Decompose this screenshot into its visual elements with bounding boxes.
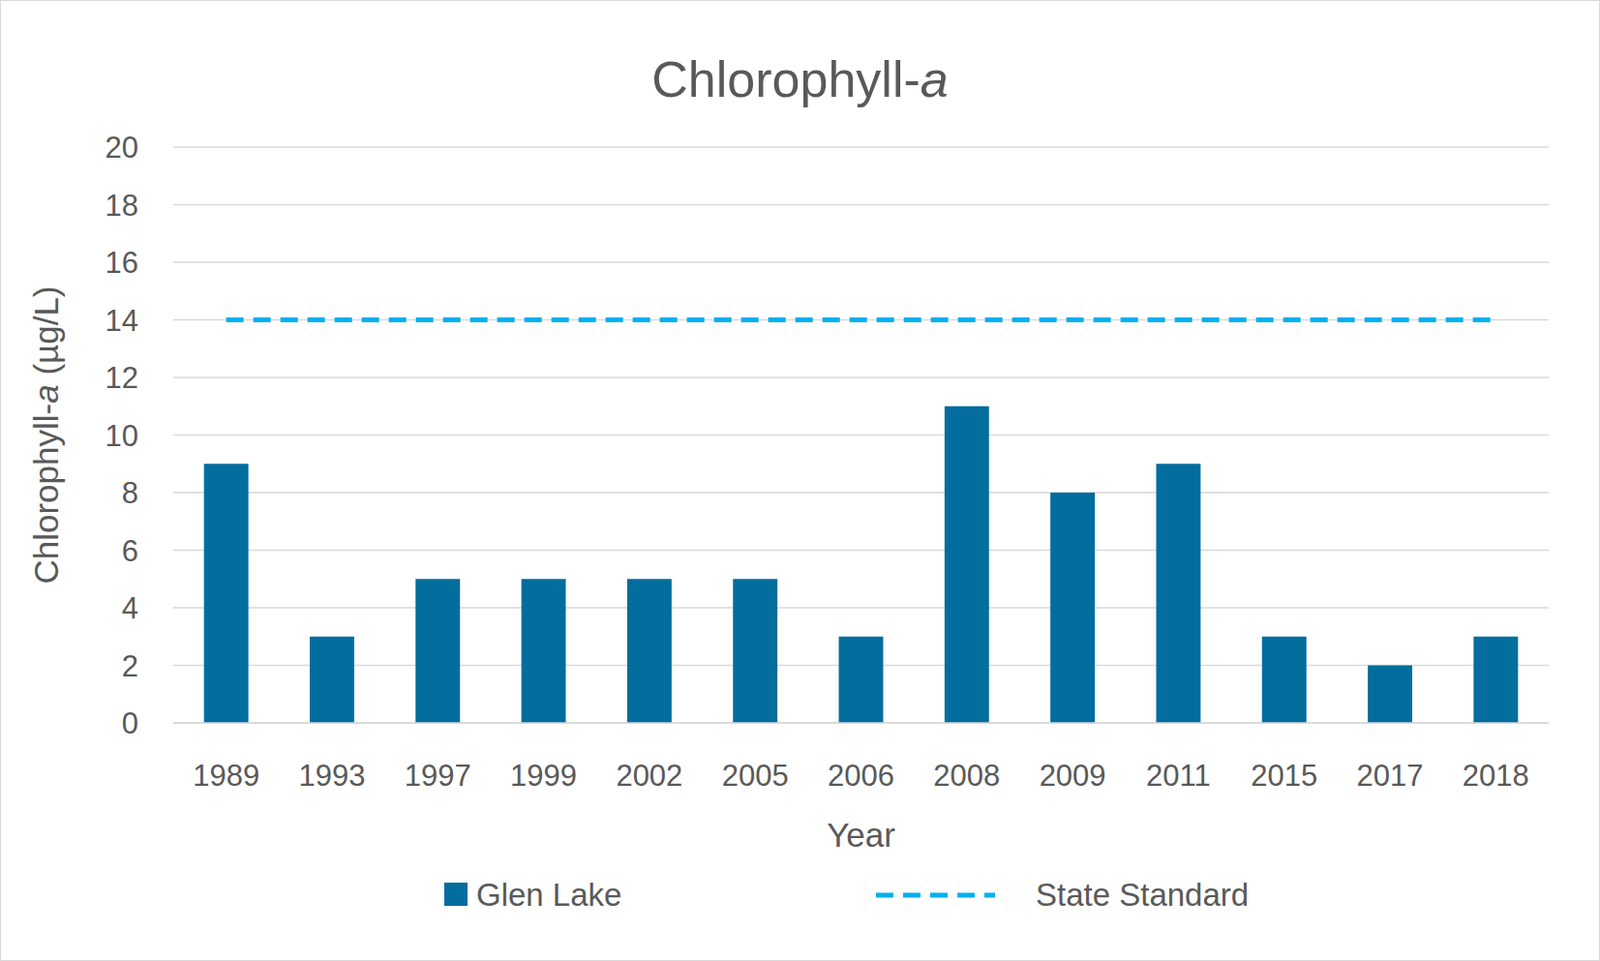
x-axis [173, 722, 1549, 725]
bar [839, 636, 884, 724]
x-tick-label: 2018 [1462, 758, 1530, 793]
x-tick-label: 1997 [404, 758, 472, 793]
grid [173, 147, 1549, 724]
grid-line [173, 722, 1549, 725]
bar [521, 578, 567, 724]
bar [1050, 492, 1095, 724]
bar [627, 578, 672, 724]
grid-line [173, 319, 1549, 322]
y-tick-label: 0 [121, 706, 139, 741]
grid-line [173, 434, 1549, 437]
y-tick-label: 16 [105, 245, 139, 280]
x-tick-label: 2008 [933, 758, 1000, 793]
y-tick-label: 18 [105, 188, 139, 223]
bar [944, 406, 990, 724]
x-tick-label: 2009 [1039, 758, 1107, 793]
y-axis-label: Chlorophyll-a (µg/L) [27, 285, 65, 584]
title: Chlorophyll-a [651, 51, 948, 108]
x-tick-label: 2011 [1146, 758, 1211, 793]
x-tick-label: 2002 [615, 758, 683, 793]
legend-label: State Standard [1035, 876, 1249, 913]
bar [1367, 665, 1413, 725]
grid-line [173, 491, 1549, 494]
grid-line [173, 606, 1549, 609]
bar [732, 578, 778, 724]
y-tick-label: 4 [121, 591, 139, 626]
y-tick-label: 14 [105, 303, 139, 338]
y-tick-label: 8 [121, 476, 139, 511]
y-tick-label: 6 [121, 534, 139, 569]
y-tick-label: 12 [105, 361, 139, 395]
grid-line [173, 261, 1549, 264]
grid-line [173, 146, 1549, 149]
legend-swatch [444, 882, 468, 906]
y-tick-label: 2 [121, 649, 139, 684]
chart: Chlorophyll-a 0 2 4 6 8 10 12 14 16 18 20 1989 1993 19… [0, 0, 1600, 961]
x-tick-label: 2017 [1357, 758, 1424, 793]
bar [1473, 636, 1518, 724]
x-tick-label: 1989 [192, 758, 260, 793]
bar [1262, 636, 1307, 724]
grid-line [173, 549, 1549, 552]
y-tick-label: 20 [105, 130, 139, 165]
x-tick-label: 2006 [827, 758, 895, 793]
x-tick-label: 1999 [510, 758, 577, 793]
plot-area [204, 320, 1519, 725]
grid-line [173, 204, 1549, 207]
legend: Glen Lake State Standard [444, 876, 1249, 913]
line [226, 317, 1497, 323]
x-tick-label: 2015 [1250, 758, 1318, 793]
bar [309, 636, 355, 724]
chart-border [0, 0, 1600, 961]
x-axis-label: Year [826, 815, 896, 854]
y-tick-label: 10 [105, 419, 139, 453]
bar [204, 463, 249, 724]
x-tick-label: 1993 [298, 758, 365, 793]
x-tick-label: 2005 [722, 758, 789, 793]
bar [415, 578, 460, 724]
grid-line [173, 376, 1549, 379]
bar [1155, 463, 1201, 724]
legend-label: Glen Lake [476, 876, 622, 913]
legend-swatch [875, 893, 996, 899]
